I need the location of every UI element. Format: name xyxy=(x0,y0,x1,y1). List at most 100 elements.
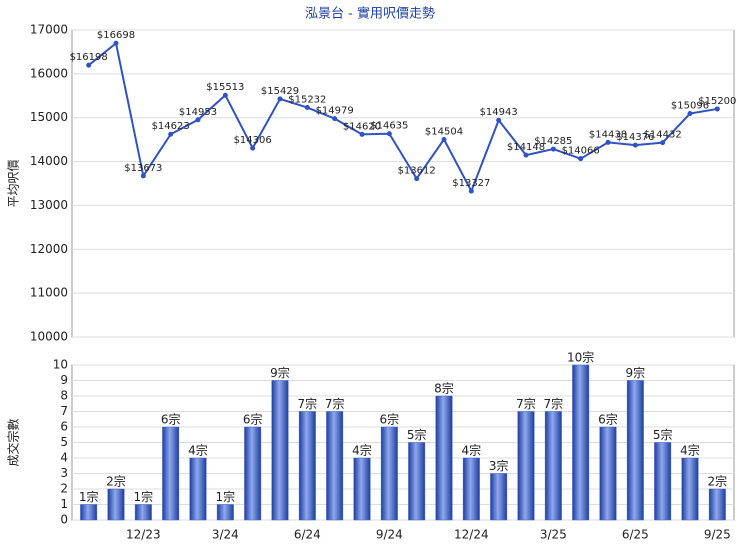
data-label: $13673 xyxy=(124,163,162,174)
data-label: $15232 xyxy=(288,95,326,106)
bar xyxy=(244,426,262,521)
plot-area xyxy=(71,29,735,338)
data-label: $14979 xyxy=(316,106,354,117)
data-label: $14438 xyxy=(589,129,627,140)
y-tick-label: 16000 xyxy=(30,66,68,80)
bar xyxy=(708,488,726,521)
point xyxy=(222,92,228,98)
data-label: $14285 xyxy=(534,136,572,147)
data-label: $14953 xyxy=(179,107,217,118)
data-label: $16198 xyxy=(70,52,108,63)
data-label: 4宗 xyxy=(462,443,482,458)
data-label: 6宗 xyxy=(243,412,263,427)
data-label: 9宗 xyxy=(270,365,290,380)
y-tick-label: 7 xyxy=(60,404,68,418)
y-tick-label: 10 xyxy=(53,358,68,372)
data-label: $14066 xyxy=(562,146,600,157)
data-label: 6宗 xyxy=(380,412,400,427)
y-tick-label: 2 xyxy=(60,482,68,496)
data-label: 1宗 xyxy=(79,489,99,504)
y-tick-label: 10000 xyxy=(30,330,68,344)
point xyxy=(140,173,146,179)
bar xyxy=(435,395,453,521)
bar xyxy=(544,411,562,521)
bar xyxy=(189,457,207,521)
data-label: 3宗 xyxy=(489,458,509,473)
y-tick-label: 13000 xyxy=(30,198,68,212)
x-tick-label: 9/25 xyxy=(704,528,731,542)
point xyxy=(113,40,119,46)
data-label: $14504 xyxy=(425,126,463,137)
data-label: 7宗 xyxy=(516,396,536,411)
y-tick-label: 14000 xyxy=(30,154,68,168)
y-tick-label: 4 xyxy=(60,451,68,465)
point xyxy=(578,156,584,162)
bar xyxy=(80,504,98,521)
point xyxy=(496,117,502,123)
bar xyxy=(380,426,398,521)
data-label: $14306 xyxy=(234,135,272,146)
y-axis-title: 平均呎價 xyxy=(7,159,21,207)
point xyxy=(660,140,666,146)
data-label: 4宗 xyxy=(352,443,372,458)
y-tick-label: 17000 xyxy=(30,23,68,37)
point xyxy=(277,96,283,102)
y-tick-label: 9 xyxy=(60,373,68,387)
y-axis-title: 成交宗數 xyxy=(6,418,21,466)
bar xyxy=(353,457,371,521)
data-label: $14623 xyxy=(152,121,190,132)
data-label: 4宗 xyxy=(680,443,700,458)
data-label: $15429 xyxy=(261,86,299,97)
bar xyxy=(681,457,699,521)
point xyxy=(550,146,556,152)
x-tick-label: 6/24 xyxy=(294,528,321,542)
data-label: 10宗 xyxy=(567,350,594,365)
data-label: 1宗 xyxy=(134,489,154,504)
data-label: $14148 xyxy=(507,142,545,153)
data-label: 6宗 xyxy=(161,412,181,427)
bar xyxy=(599,426,617,521)
data-label: 2宗 xyxy=(106,474,126,489)
data-label: $13327 xyxy=(452,178,490,189)
data-label: $15096 xyxy=(671,101,709,112)
chart-title: 泓景台 - 實用呎價走勢 xyxy=(305,6,435,22)
data-label: 1宗 xyxy=(216,489,236,504)
bar xyxy=(626,380,644,521)
x-tick-label: 12/24 xyxy=(454,528,489,542)
y-tick-label: 11000 xyxy=(30,286,68,300)
point xyxy=(332,116,338,122)
bar xyxy=(326,411,344,521)
bar xyxy=(107,488,125,521)
data-label: 2宗 xyxy=(708,474,728,489)
data-label: $14432 xyxy=(644,130,682,141)
y-tick-label: 12000 xyxy=(30,242,68,256)
data-label: 5宗 xyxy=(653,427,673,442)
data-label: $14620 xyxy=(343,121,381,132)
data-label: 9宗 xyxy=(626,365,646,380)
x-tick-label: 3/24 xyxy=(212,528,239,542)
bar xyxy=(572,364,590,521)
point xyxy=(195,117,201,123)
bar xyxy=(162,426,180,521)
bar xyxy=(654,442,672,521)
x-tick-label: 12/23 xyxy=(126,528,161,542)
bar xyxy=(216,504,234,521)
point xyxy=(386,131,392,137)
x-tick-label: 3/25 xyxy=(540,528,567,542)
data-label: $16698 xyxy=(97,30,135,41)
point xyxy=(304,105,310,111)
point xyxy=(605,139,611,145)
data-label: $13612 xyxy=(398,166,436,177)
data-label: 6宗 xyxy=(598,412,618,427)
data-label: 8宗 xyxy=(434,381,454,396)
point xyxy=(168,131,174,137)
point xyxy=(359,131,365,137)
bar xyxy=(517,411,535,521)
data-label: 7宗 xyxy=(544,396,564,411)
bar xyxy=(490,473,508,521)
point xyxy=(523,152,529,158)
x-tick-label: 9/24 xyxy=(376,528,403,542)
data-label: 7宗 xyxy=(325,396,345,411)
x-tick-label: 6/25 xyxy=(622,528,649,542)
